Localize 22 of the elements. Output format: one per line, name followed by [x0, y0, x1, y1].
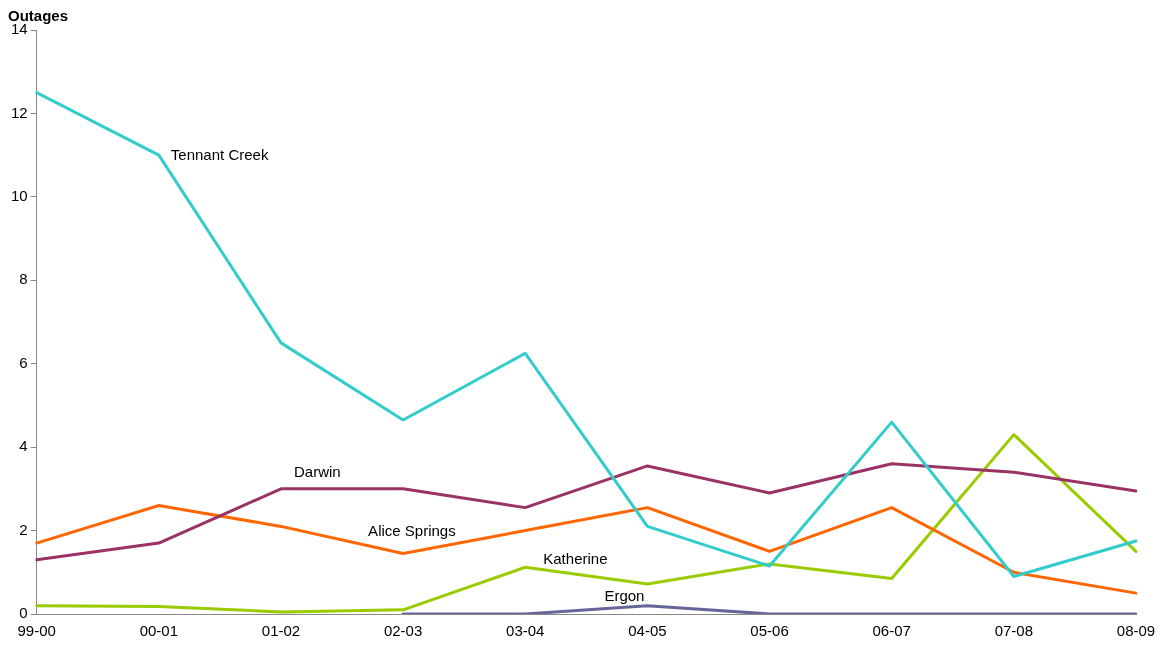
series-label: Ergon: [604, 586, 645, 604]
series-label: Katherine: [543, 550, 608, 568]
x-tick-label: 00-01: [139, 622, 179, 640]
x-tick-label: 04-05: [628, 622, 667, 640]
x-tick-label: 01-02: [261, 622, 301, 640]
series-label: Tennant Creek: [170, 146, 269, 164]
x-tick-label: 99-00: [17, 622, 56, 640]
y-tick-label: 10: [11, 187, 28, 204]
x-tick-label: 06-07: [872, 622, 911, 640]
x-tick-label: 08-09: [1116, 622, 1156, 640]
x-tick-label: 07-08: [994, 622, 1034, 640]
y-tick-label: 0: [19, 604, 28, 622]
x-tick-label: 03-04: [506, 622, 545, 640]
y-tick-label: 6: [19, 353, 28, 371]
series-label: Alice Springs: [368, 521, 456, 539]
series-label: Darwin: [293, 463, 341, 480]
y-tick-label: 12: [11, 103, 28, 121]
y-tick-label: 8: [19, 270, 28, 288]
y-tick-label: 2: [19, 520, 28, 538]
x-tick-label: 05-06: [750, 622, 789, 640]
y-tick-label: 4: [19, 437, 28, 455]
x-tick-label: 02-03: [383, 622, 423, 640]
